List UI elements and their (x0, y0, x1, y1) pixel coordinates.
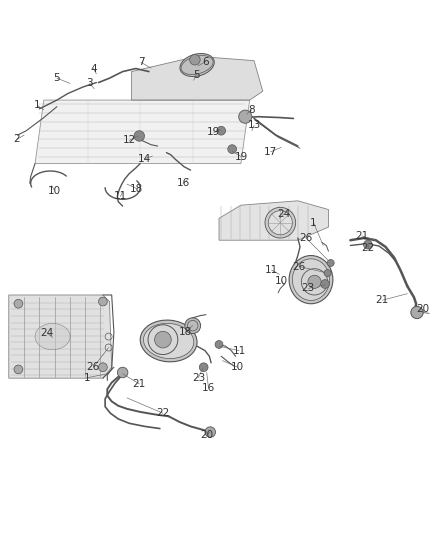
Text: 21: 21 (133, 379, 146, 389)
Text: 18: 18 (130, 183, 143, 193)
Text: 19: 19 (235, 152, 248, 162)
Polygon shape (131, 56, 263, 100)
Text: 1: 1 (310, 217, 317, 228)
Circle shape (199, 363, 208, 372)
Text: 1: 1 (83, 373, 90, 383)
Text: 22: 22 (361, 243, 374, 253)
Text: 10: 10 (231, 362, 244, 372)
Text: 16: 16 (177, 178, 190, 188)
Text: 4: 4 (90, 63, 97, 74)
Text: 23: 23 (192, 373, 205, 383)
Polygon shape (9, 295, 112, 378)
Text: 1: 1 (34, 100, 41, 110)
Text: 23: 23 (302, 284, 315, 293)
Ellipse shape (289, 255, 333, 304)
Text: 16: 16 (202, 383, 215, 393)
Circle shape (205, 427, 215, 437)
Ellipse shape (265, 207, 296, 238)
Text: 2: 2 (13, 134, 20, 144)
Text: 24: 24 (41, 328, 54, 338)
Ellipse shape (308, 275, 321, 288)
Ellipse shape (155, 332, 171, 348)
Circle shape (117, 367, 128, 378)
Text: 14: 14 (138, 154, 151, 164)
Text: 10: 10 (48, 185, 61, 196)
Circle shape (14, 300, 23, 308)
Circle shape (228, 145, 237, 154)
Text: 20: 20 (417, 304, 430, 314)
Ellipse shape (180, 53, 214, 77)
Circle shape (321, 280, 329, 288)
Text: 26: 26 (293, 262, 306, 271)
Text: 7: 7 (138, 58, 145, 67)
Text: 10: 10 (275, 276, 288, 286)
Text: 11: 11 (114, 191, 127, 201)
Text: 13: 13 (247, 120, 261, 131)
Circle shape (217, 126, 226, 135)
Ellipse shape (140, 320, 197, 362)
Polygon shape (35, 100, 250, 164)
Ellipse shape (35, 324, 70, 350)
Circle shape (364, 240, 372, 249)
Ellipse shape (144, 324, 194, 359)
Text: 19: 19 (207, 127, 220, 138)
Text: 22: 22 (156, 408, 170, 418)
Circle shape (239, 110, 252, 123)
Text: 21: 21 (376, 295, 389, 305)
Text: 8: 8 (248, 104, 255, 115)
Text: 26: 26 (299, 232, 312, 243)
Text: 20: 20 (201, 430, 214, 440)
Circle shape (327, 260, 334, 266)
Text: 18: 18 (179, 327, 192, 337)
Circle shape (14, 365, 23, 374)
Text: 11: 11 (265, 265, 278, 275)
Text: 21: 21 (355, 231, 368, 241)
Text: 5: 5 (53, 73, 60, 83)
Text: 12: 12 (123, 135, 136, 146)
Text: 5: 5 (193, 70, 200, 79)
Text: 24: 24 (277, 209, 290, 219)
Circle shape (185, 318, 201, 334)
Circle shape (134, 131, 145, 141)
Ellipse shape (268, 211, 293, 235)
Text: 3: 3 (86, 78, 93, 88)
Polygon shape (219, 201, 328, 240)
Text: 11: 11 (233, 345, 246, 356)
Text: 26: 26 (87, 362, 100, 372)
Circle shape (215, 341, 223, 349)
Text: 17: 17 (264, 147, 277, 157)
Ellipse shape (292, 259, 329, 301)
Circle shape (411, 306, 423, 319)
Circle shape (190, 54, 200, 65)
Circle shape (324, 270, 331, 277)
Text: 6: 6 (202, 56, 209, 67)
Circle shape (99, 363, 107, 372)
Circle shape (99, 297, 107, 306)
